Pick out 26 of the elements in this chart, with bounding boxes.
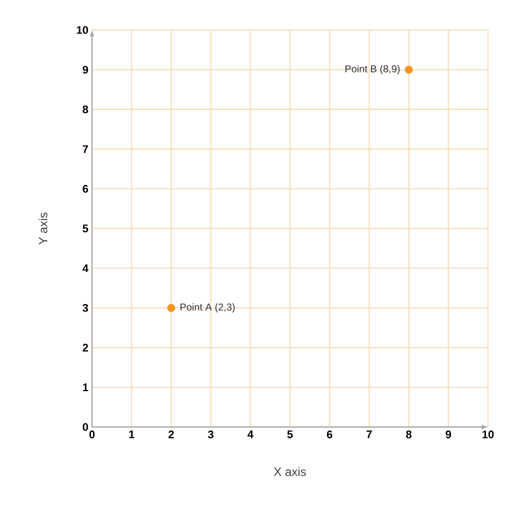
y-tick-label: 10: [76, 26, 88, 34]
x-tick-label: 3: [208, 430, 214, 438]
x-tick-label: 5: [287, 430, 293, 438]
y-axis-title: Y axis: [38, 212, 48, 245]
annotation: Point B (8,9): [345, 65, 400, 74]
x-tick-label: 0: [89, 430, 95, 438]
y-tick-label: 4: [82, 264, 88, 272]
x-tick-label: 10: [482, 430, 494, 438]
annotation: Point A (2,3): [180, 303, 235, 313]
y-tick-label: 2: [82, 344, 88, 352]
x-tick-label: 7: [366, 430, 372, 438]
y-tick-label: 6: [82, 184, 88, 193]
x-tick-label: 2: [168, 430, 174, 438]
x-tick-label: 1: [129, 430, 134, 438]
y-tick-label: 7: [82, 145, 88, 153]
x-tick-label: 4: [248, 430, 254, 438]
y-tick-label: 5: [82, 224, 88, 232]
y-tick-label: 8: [82, 106, 88, 114]
x-tick-label: 8: [406, 430, 412, 438]
y-tick-label: 1: [83, 384, 88, 392]
x-tick-label: 9: [446, 430, 452, 438]
y-tick-label: 0: [82, 423, 88, 431]
x-tick-label: 6: [326, 430, 332, 438]
x-axis-title: X axis: [274, 467, 306, 476]
y-tick-label: 9: [82, 66, 88, 74]
y-tick-label: 3: [82, 304, 88, 312]
